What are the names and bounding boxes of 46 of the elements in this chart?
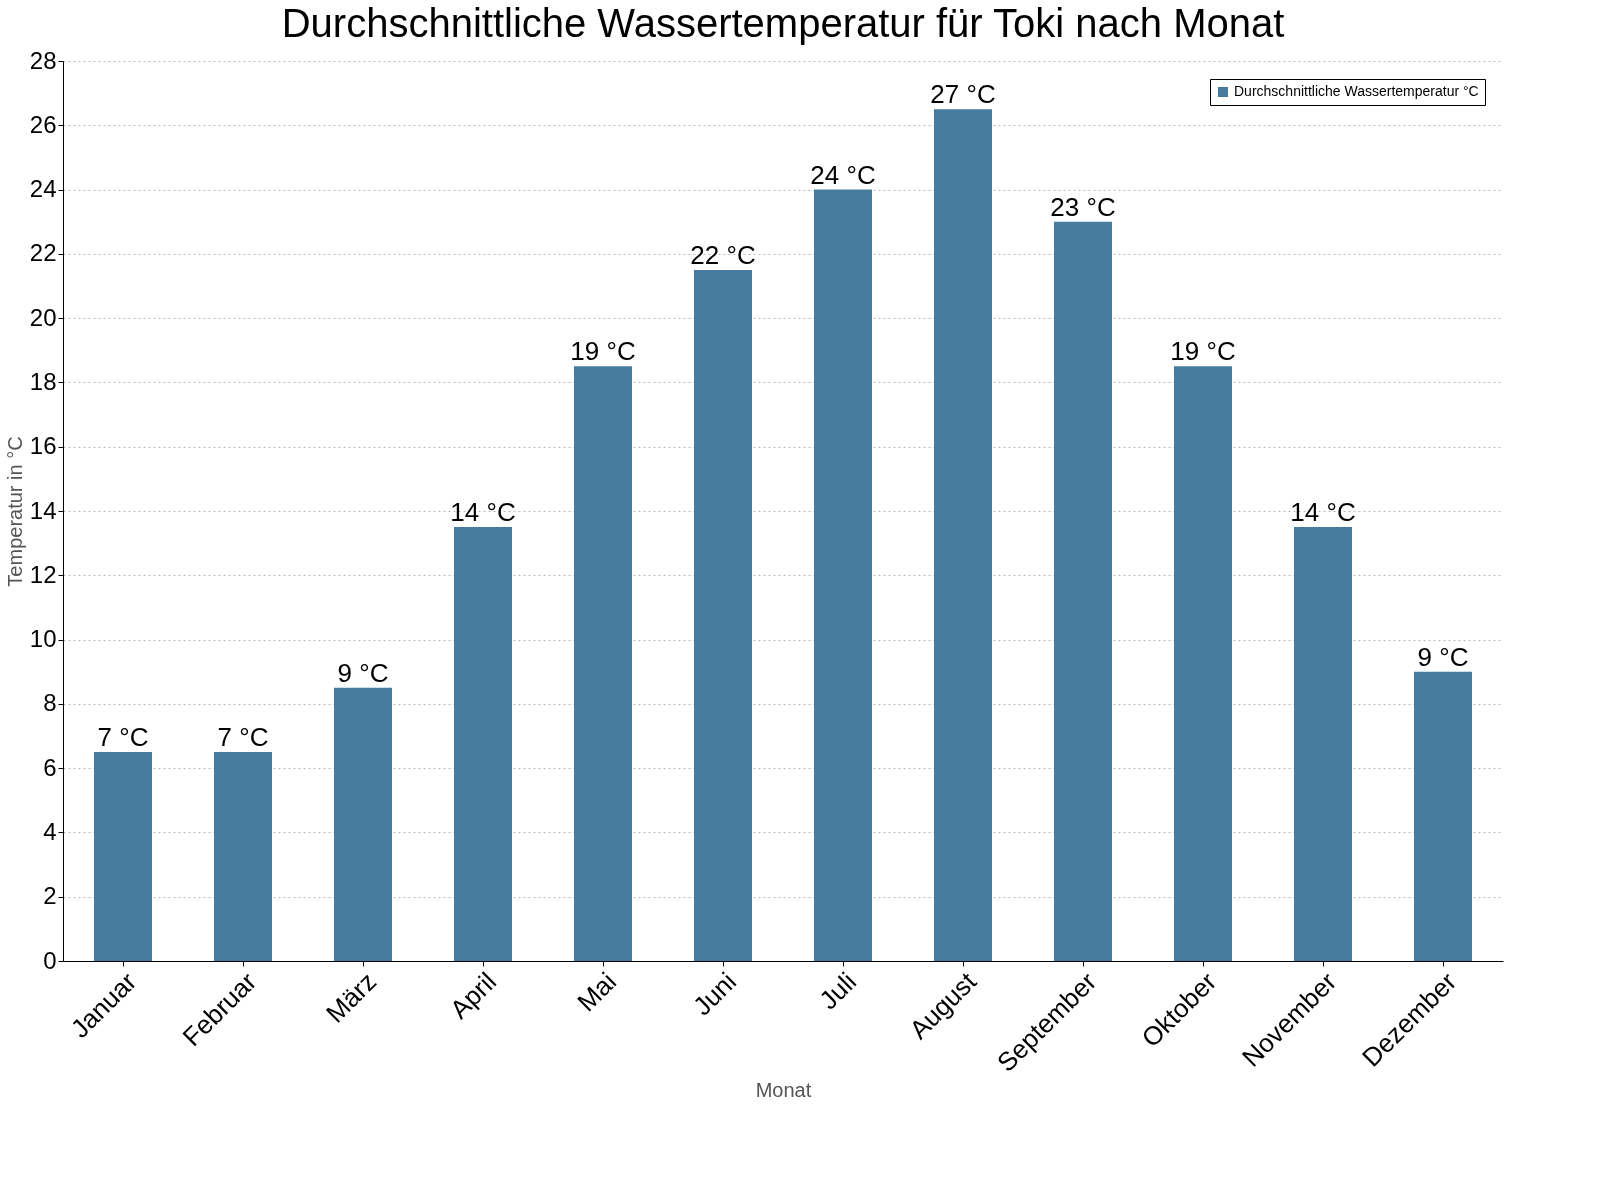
data-label: 9 °C — [337, 657, 389, 688]
y-tick-label: 18 — [29, 367, 57, 395]
bar — [1414, 671, 1472, 961]
data-label: 14 °C — [450, 497, 516, 528]
data-label: 14 °C — [1290, 497, 1356, 528]
x-tick-label: Juli — [813, 966, 863, 1016]
y-tick-label: 26 — [29, 110, 57, 138]
bar — [454, 527, 512, 961]
bar — [694, 269, 752, 961]
y-tick-label: 28 — [29, 46, 57, 74]
bar — [814, 189, 872, 961]
bar — [334, 687, 392, 961]
y-tick-label: 2 — [43, 882, 57, 910]
legend-label: Durchschnittliche Wassertemperatur °C — [1234, 83, 1479, 99]
bar — [94, 752, 152, 961]
y-tick-label: 22 — [29, 239, 57, 267]
bar — [1054, 221, 1112, 961]
bar — [934, 109, 992, 961]
y-axis-title: Temperatur in °C — [3, 436, 26, 587]
x-axis-title: Monat — [755, 1078, 812, 1101]
y-tick-label: 14 — [29, 496, 57, 524]
y-tick-label: 0 — [43, 946, 57, 974]
data-label: 27 °C — [930, 79, 996, 110]
bar — [1174, 366, 1232, 961]
x-tick-label: Juni — [687, 966, 743, 1022]
y-tick-label: 24 — [29, 175, 57, 203]
y-tick-label: 4 — [43, 817, 57, 845]
y-tick-label: 20 — [29, 303, 57, 331]
data-label: 9 °C — [1417, 641, 1469, 672]
data-label: 19 °C — [570, 336, 636, 367]
y-tick-label: 8 — [43, 689, 57, 717]
y-tick-label: 12 — [29, 560, 57, 588]
data-label: 23 °C — [1050, 191, 1116, 222]
x-tick-label: Mai — [571, 966, 623, 1018]
data-label: 24 °C — [810, 159, 876, 190]
bar — [574, 366, 632, 961]
y-tick-label: 6 — [43, 753, 57, 781]
bar — [214, 752, 272, 961]
y-tick-label: 10 — [29, 625, 57, 653]
data-label: 7 °C — [217, 722, 269, 753]
data-label: 19 °C — [1170, 336, 1236, 367]
y-tick-label: 16 — [29, 432, 57, 460]
chart-title: Durchschnittliche Wassertemperatur für Toki nach Monat — [281, 1, 1285, 45]
data-label: 7 °C — [97, 722, 149, 753]
bar — [1294, 527, 1352, 961]
data-label: 22 °C — [690, 239, 756, 270]
